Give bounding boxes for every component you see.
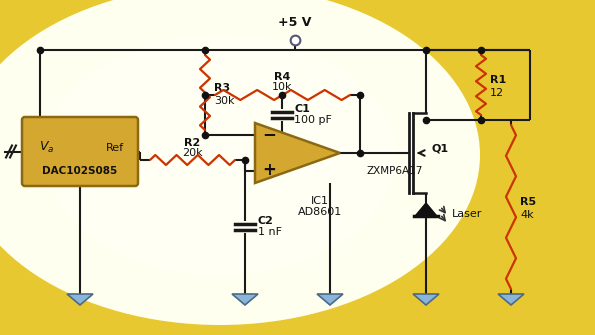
Text: C1: C1 — [295, 104, 311, 114]
Polygon shape — [498, 294, 524, 305]
Text: R5: R5 — [520, 197, 536, 207]
Polygon shape — [413, 294, 439, 305]
Text: R3: R3 — [214, 82, 230, 92]
Text: IC1: IC1 — [311, 196, 329, 206]
Text: R2: R2 — [184, 138, 201, 148]
Text: Ref: Ref — [106, 142, 124, 152]
Text: AD8601: AD8601 — [298, 207, 342, 217]
Text: ZXMP6A17: ZXMP6A17 — [367, 166, 423, 176]
Text: −: − — [262, 125, 276, 143]
Polygon shape — [232, 294, 258, 305]
Text: Laser: Laser — [452, 209, 483, 219]
Ellipse shape — [45, 35, 395, 275]
Polygon shape — [67, 294, 93, 305]
Text: DAC102S085: DAC102S085 — [42, 166, 118, 176]
Text: $V_a$: $V_a$ — [39, 140, 55, 155]
Polygon shape — [255, 123, 340, 183]
Text: +5 V: +5 V — [278, 16, 312, 29]
FancyBboxPatch shape — [22, 117, 138, 186]
Text: R1: R1 — [490, 75, 506, 85]
Text: C2: C2 — [258, 216, 274, 226]
Text: 10k: 10k — [273, 82, 293, 92]
Ellipse shape — [0, 0, 480, 325]
Text: R4: R4 — [274, 72, 291, 82]
Text: 20k: 20k — [182, 148, 203, 158]
Text: 100 pF: 100 pF — [295, 115, 333, 125]
Text: 4k: 4k — [520, 210, 534, 220]
Polygon shape — [415, 203, 437, 216]
Text: 30k: 30k — [214, 95, 234, 106]
Polygon shape — [317, 294, 343, 305]
Text: 1 nF: 1 nF — [258, 227, 282, 237]
Text: 12: 12 — [490, 88, 504, 98]
Text: Q1: Q1 — [432, 143, 449, 153]
Text: +: + — [262, 161, 276, 179]
